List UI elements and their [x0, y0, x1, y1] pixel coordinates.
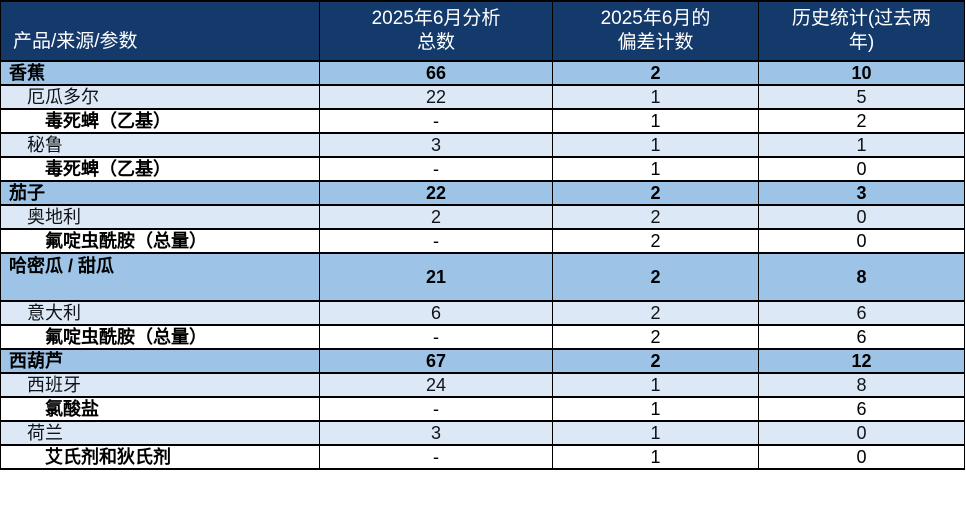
row-value: 2 [552, 228, 759, 254]
row-value: 2 [552, 204, 759, 230]
row-value: - [319, 324, 553, 350]
row-value: 2 [758, 108, 965, 134]
table-row-country: 意大利 6 2 6 [0, 300, 965, 326]
row-label: 意大利 [0, 300, 320, 326]
row-value: 67 [319, 348, 553, 374]
table-row-product: 西葫芦 67 2 12 [0, 348, 965, 374]
row-value: 1 [552, 420, 759, 446]
row-value: 2 [319, 204, 553, 230]
row-value: 21 [319, 252, 553, 302]
row-value: 0 [758, 420, 965, 446]
table-row-product_tall: 哈密瓜 / 甜瓜 21 2 8 [0, 252, 965, 302]
row-value: 8 [758, 252, 965, 302]
header-historical-stats: 历史统计(过去两 年) [758, 0, 965, 62]
row-label: 氟啶虫酰胺（总量） [0, 228, 320, 254]
row-value: - [319, 444, 553, 470]
row-value: 2 [552, 324, 759, 350]
row-label: 香蕉 [0, 60, 320, 86]
table-row-country: 奥地利 2 2 0 [0, 204, 965, 230]
row-value: 0 [758, 204, 965, 230]
row-value: 6 [758, 396, 965, 422]
row-label: 奥地利 [0, 204, 320, 230]
row-label: 哈密瓜 / 甜瓜 [0, 252, 320, 302]
table-row-parameter: 氟啶虫酰胺（总量） -2 6 [0, 324, 965, 350]
row-value: 1 [552, 108, 759, 134]
row-value: 66 [319, 60, 553, 86]
row-value: 22 [319, 180, 553, 206]
row-label: 荷兰 [0, 420, 320, 446]
row-label: 毒死蜱（乙基） [0, 108, 320, 134]
row-value: 0 [758, 228, 965, 254]
row-value: 6 [319, 300, 553, 326]
table-row-parameter: 毒死蜱（乙基） -1 2 [0, 108, 965, 134]
row-value: 1 [552, 396, 759, 422]
header-analysis-total: 2025年6月分析 总数 [319, 0, 553, 62]
row-label: 西葫芦 [0, 348, 320, 374]
row-value: 1 [552, 444, 759, 470]
row-value: 1 [552, 372, 759, 398]
table-row-parameter: 氯酸盐 -1 6 [0, 396, 965, 422]
row-value: 2 [552, 60, 759, 86]
row-value: 1 [552, 156, 759, 182]
row-value: 3 [319, 132, 553, 158]
row-value: 3 [319, 420, 553, 446]
row-label: 氯酸盐 [0, 396, 320, 422]
table-row-country: 西班牙 24 1 8 [0, 372, 965, 398]
table-row-parameter: 毒死蜱（乙基） -1 0 [0, 156, 965, 182]
row-value: 6 [758, 324, 965, 350]
residue-analysis-table: 产品/来源/参数 2025年6月分析 总数 2025年6月的 偏差计数 历史统计… [0, 0, 965, 470]
row-label: 茄子 [0, 180, 320, 206]
row-value: 2 [552, 180, 759, 206]
row-value: 2 [552, 252, 759, 302]
row-label: 艾氏剂和狄氏剂 [0, 444, 320, 470]
row-label: 厄瓜多尔 [0, 84, 320, 110]
table-row-country: 荷兰 3 1 0 [0, 420, 965, 446]
table-body: 香蕉 66 2 10 厄瓜多尔 22 1 5 毒死蜱（乙基） -1 2 秘鲁 3 1 1 毒死蜱（乙基） -1 0… [0, 60, 965, 470]
table-row-product: 香蕉 66 2 10 [0, 60, 965, 86]
row-value: 22 [319, 84, 553, 110]
row-value: 3 [758, 180, 965, 206]
row-label: 西班牙 [0, 372, 320, 398]
row-value: 1 [552, 84, 759, 110]
row-value: - [319, 108, 553, 134]
row-value: 12 [758, 348, 965, 374]
header-deviation-count: 2025年6月的 偏差计数 [552, 0, 759, 62]
row-value: 1 [552, 132, 759, 158]
row-value: 8 [758, 372, 965, 398]
table-row-country: 秘鲁 3 1 1 [0, 132, 965, 158]
row-value: - [319, 156, 553, 182]
row-value: 0 [758, 444, 965, 470]
row-value: 2 [552, 300, 759, 326]
row-value: 5 [758, 84, 965, 110]
row-value: 1 [758, 132, 965, 158]
header-row: 产品/来源/参数 2025年6月分析 总数 2025年6月的 偏差计数 历史统计… [0, 0, 965, 62]
row-label: 氟啶虫酰胺（总量） [0, 324, 320, 350]
row-value: 6 [758, 300, 965, 326]
table-row-parameter: 艾氏剂和狄氏剂 -1 0 [0, 444, 965, 470]
row-value: 2 [552, 348, 759, 374]
table-row-parameter: 氟啶虫酰胺（总量） -2 0 [0, 228, 965, 254]
row-value: 0 [758, 156, 965, 182]
table-row-product: 茄子 22 2 3 [0, 180, 965, 206]
header-product-source-parameter: 产品/来源/参数 [0, 0, 320, 62]
row-label: 毒死蜱（乙基） [0, 156, 320, 182]
table-row-country: 厄瓜多尔 22 1 5 [0, 84, 965, 110]
row-value: 10 [758, 60, 965, 86]
row-value: 24 [319, 372, 553, 398]
row-value: - [319, 228, 553, 254]
table-header: 产品/来源/参数 2025年6月分析 总数 2025年6月的 偏差计数 历史统计… [0, 0, 965, 62]
row-label: 秘鲁 [0, 132, 320, 158]
row-value: - [319, 396, 553, 422]
